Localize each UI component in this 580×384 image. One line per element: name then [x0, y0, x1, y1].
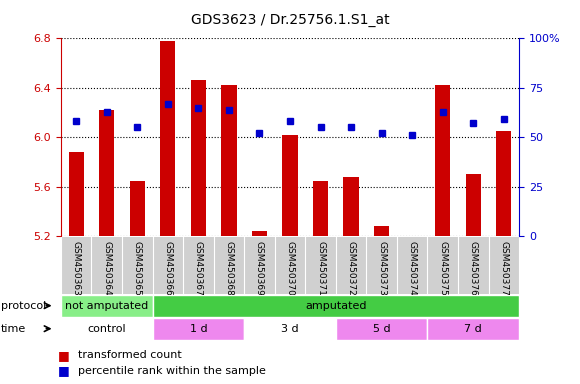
Bar: [222, 85, 237, 236]
Bar: [427, 318, 519, 340]
Text: 1 d: 1 d: [190, 324, 207, 334]
Bar: [282, 135, 298, 236]
Bar: [153, 295, 519, 317]
Bar: [160, 41, 176, 236]
Bar: [435, 85, 451, 236]
Text: GSM450374: GSM450374: [408, 242, 416, 296]
Text: 3 d: 3 d: [281, 324, 299, 334]
Bar: [252, 231, 267, 236]
Bar: [68, 152, 84, 236]
Text: GSM450373: GSM450373: [377, 242, 386, 296]
Bar: [191, 80, 206, 236]
Text: GDS3623 / Dr.25756.1.S1_at: GDS3623 / Dr.25756.1.S1_at: [191, 13, 389, 27]
Text: time: time: [1, 324, 27, 334]
Bar: [313, 180, 328, 236]
Text: GSM450367: GSM450367: [194, 242, 203, 296]
Text: GSM450366: GSM450366: [164, 242, 172, 296]
Bar: [61, 318, 153, 340]
Bar: [343, 177, 358, 236]
Text: percentile rank within the sample: percentile rank within the sample: [78, 366, 266, 376]
Bar: [99, 110, 114, 236]
Bar: [496, 131, 512, 236]
Text: control: control: [88, 324, 126, 334]
Text: GSM450364: GSM450364: [102, 242, 111, 296]
Text: 7 d: 7 d: [465, 324, 482, 334]
Text: GSM450365: GSM450365: [133, 242, 142, 296]
Bar: [466, 174, 481, 236]
Text: GSM450375: GSM450375: [438, 242, 447, 296]
Text: GSM450370: GSM450370: [285, 242, 295, 296]
Text: amputated: amputated: [305, 301, 367, 311]
Bar: [129, 180, 145, 236]
Text: GSM450363: GSM450363: [72, 242, 81, 296]
Text: GSM450369: GSM450369: [255, 242, 264, 296]
Bar: [244, 318, 336, 340]
Text: not amputated: not amputated: [65, 301, 148, 311]
Bar: [153, 318, 244, 340]
Text: ■: ■: [58, 364, 70, 377]
Text: GSM450372: GSM450372: [347, 242, 356, 296]
Bar: [405, 236, 420, 238]
Text: GSM450376: GSM450376: [469, 242, 478, 296]
Text: 5 d: 5 d: [373, 324, 390, 334]
Text: transformed count: transformed count: [78, 350, 182, 360]
Bar: [374, 226, 389, 236]
Text: ■: ■: [58, 349, 70, 362]
Text: GSM450377: GSM450377: [499, 242, 508, 296]
Text: protocol: protocol: [1, 301, 46, 311]
Text: GSM450371: GSM450371: [316, 242, 325, 296]
Bar: [336, 318, 427, 340]
Bar: [61, 295, 153, 317]
Text: GSM450368: GSM450368: [224, 242, 233, 296]
